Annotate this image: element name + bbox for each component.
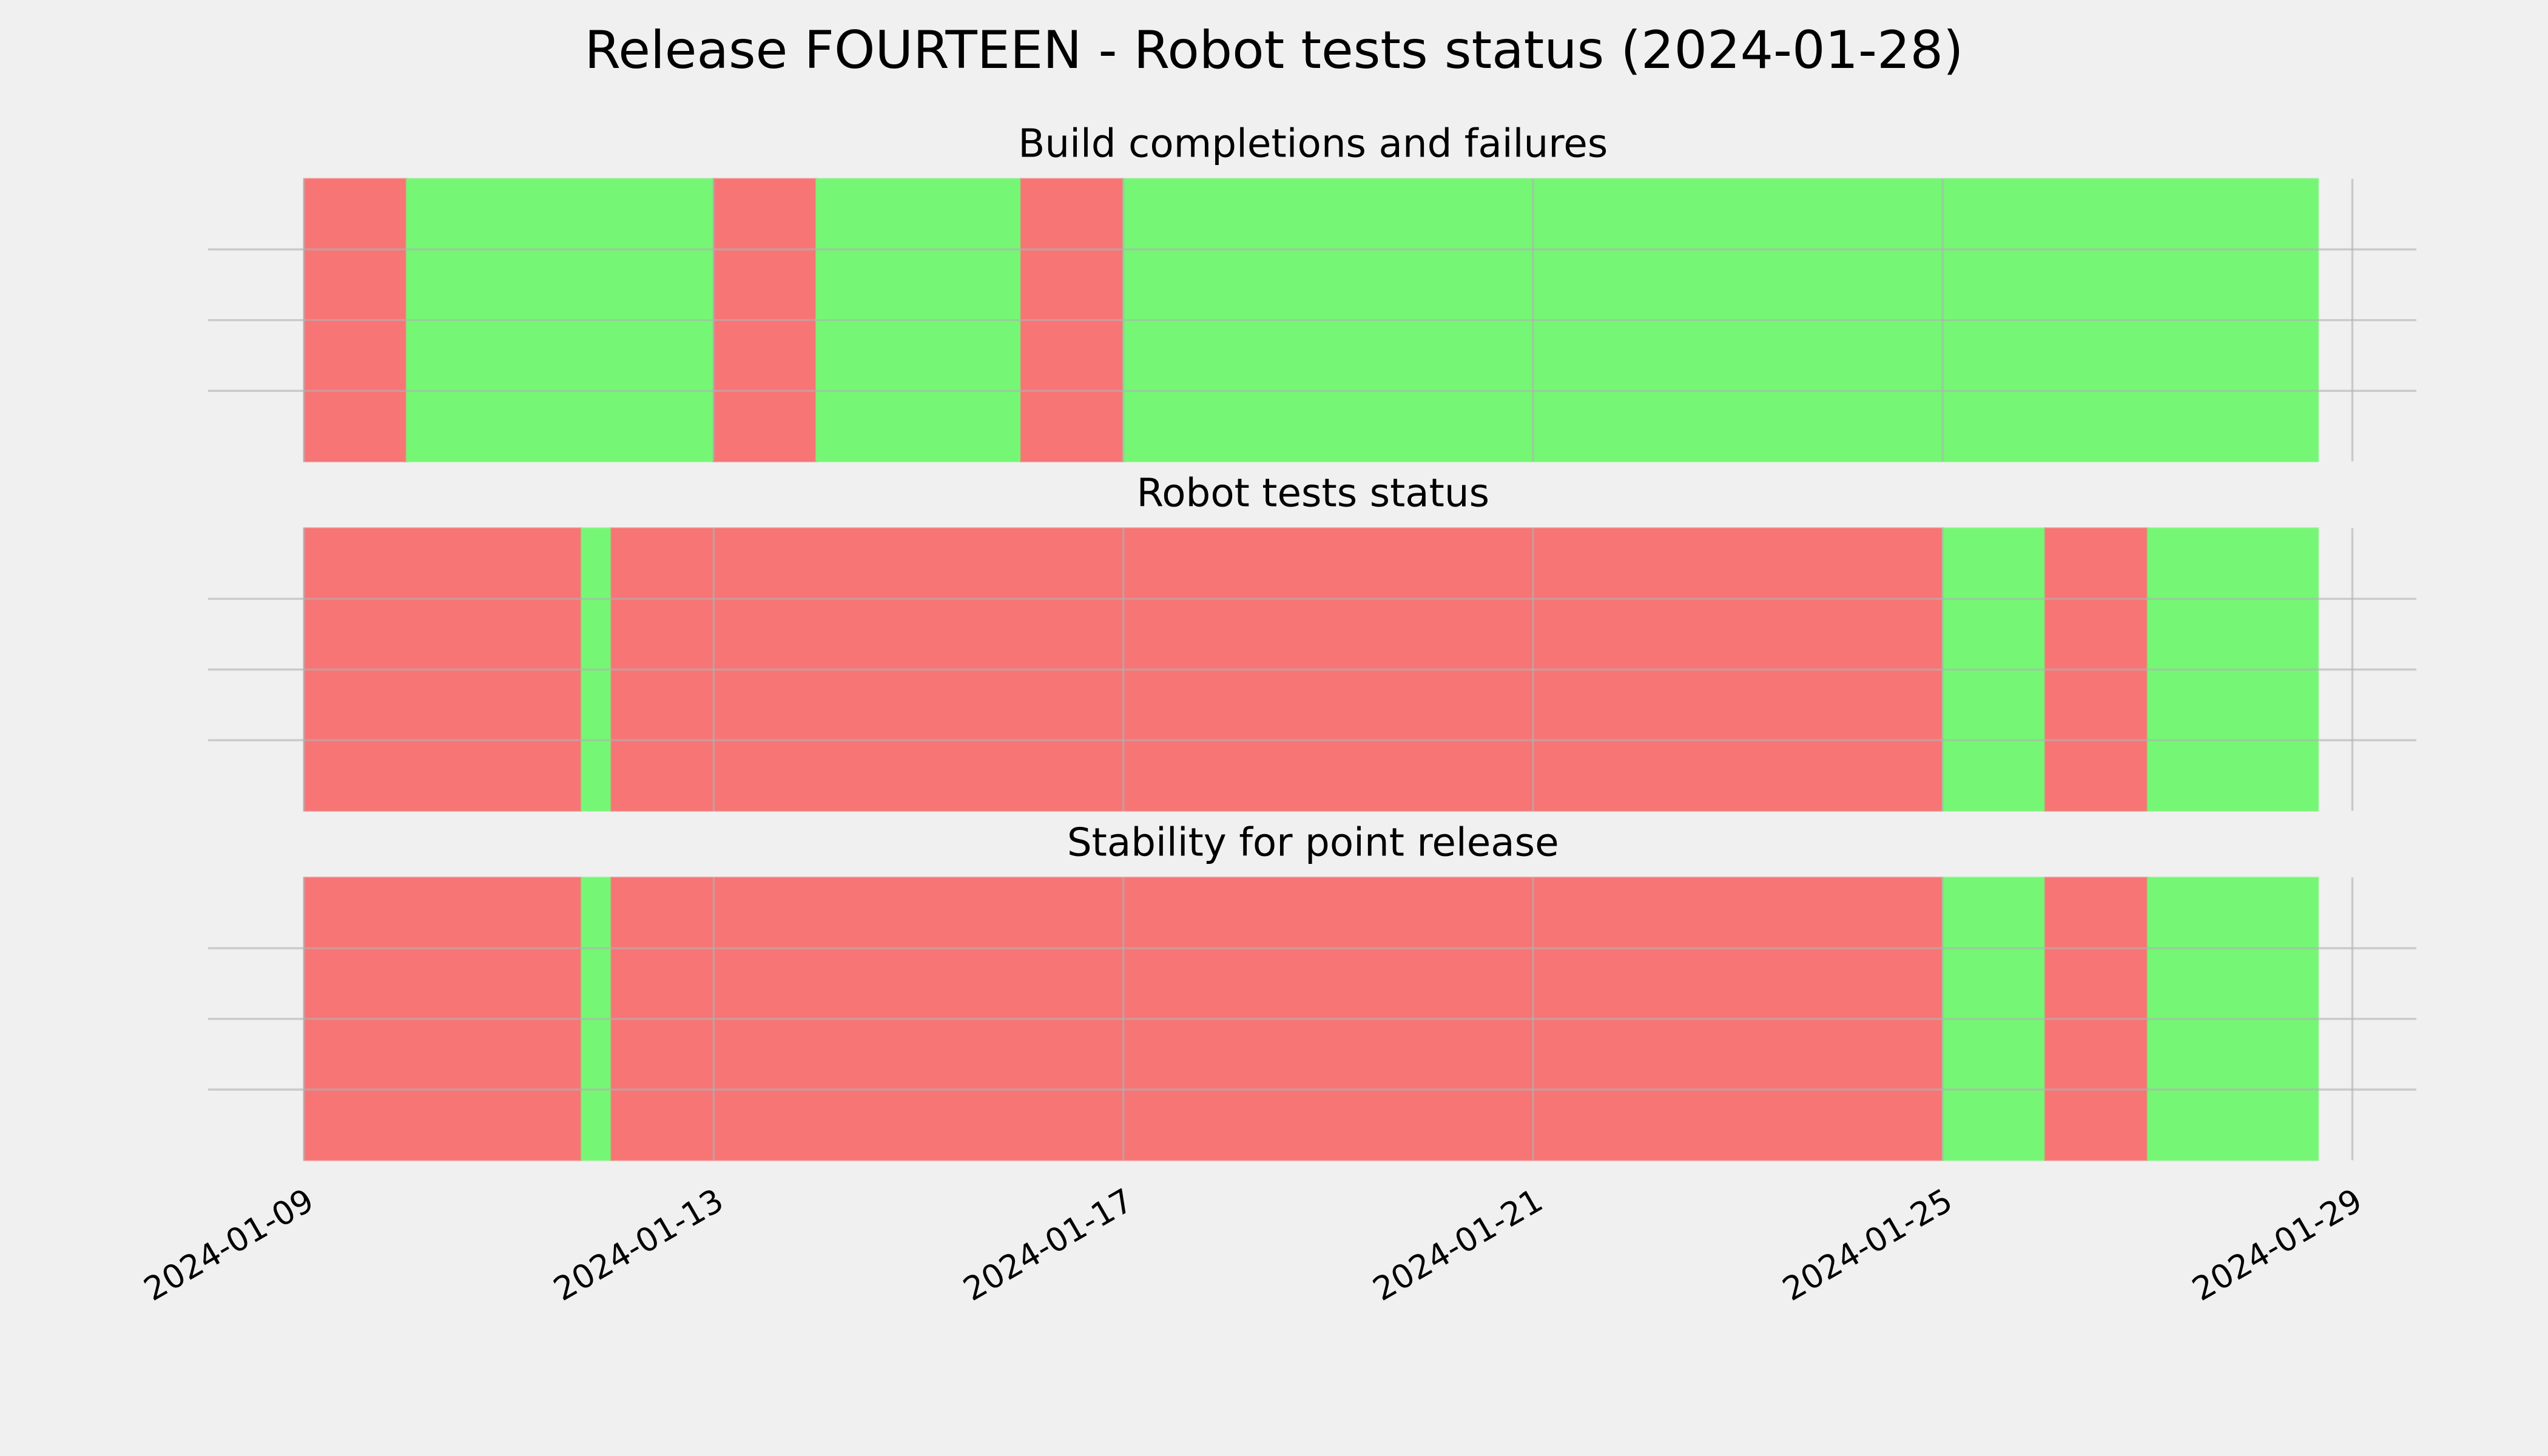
chart-title: Release FOURTEEN - Robot tests status (2… [585,20,1964,81]
panel-title: Build completions and failures [1018,121,1608,167]
panel-title: Stability for point release [1067,820,1559,865]
panel-title: Robot tests status [1136,471,1489,516]
